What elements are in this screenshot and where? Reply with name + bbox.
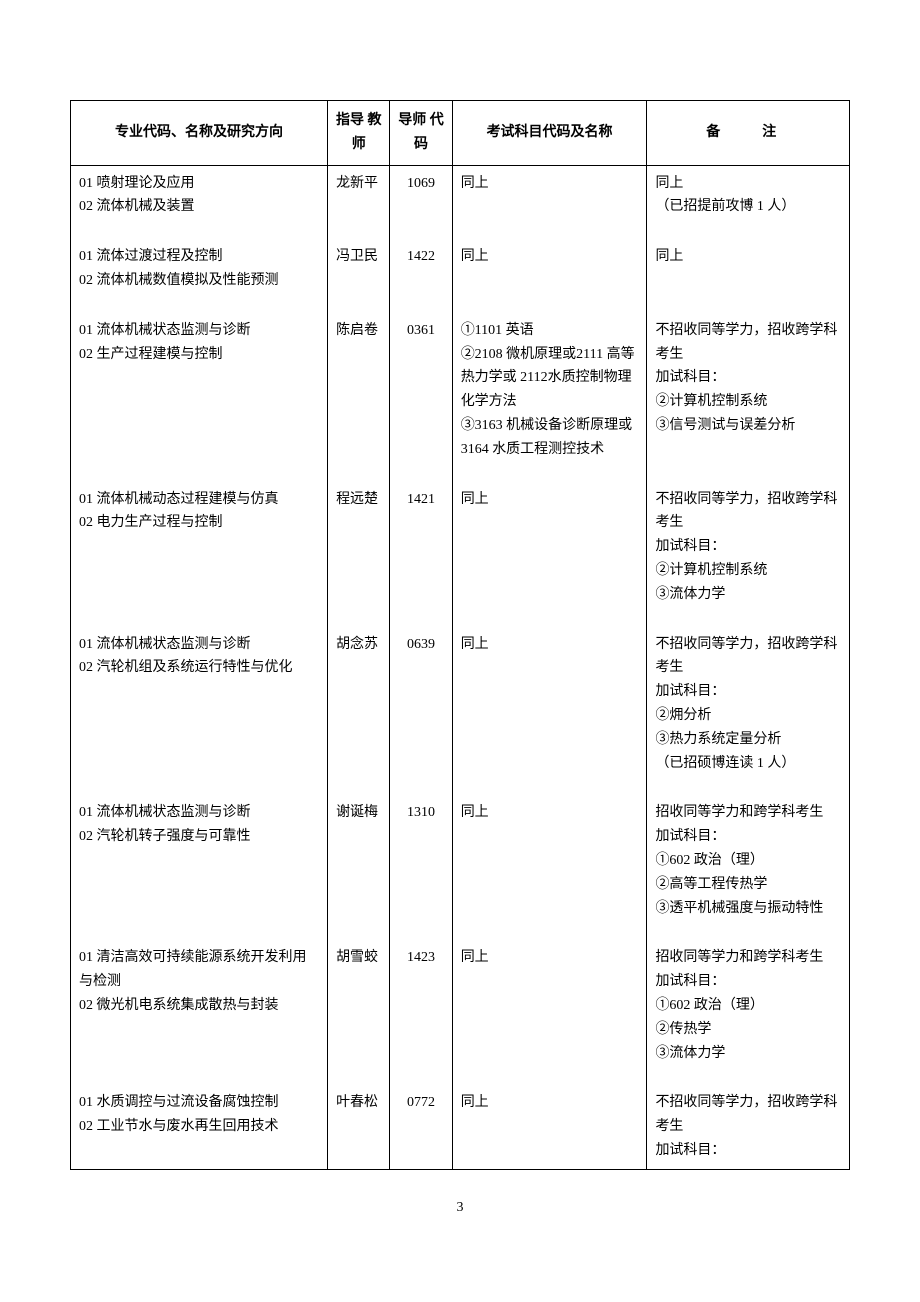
header-teacher: 指导 教师 (328, 101, 390, 166)
cell-major: 01 流体机械状态监测与诊断 02 生产过程建模与控制 (71, 299, 328, 468)
cell-teacher: 冯卫民 (328, 225, 390, 299)
table-row: 01 流体机械动态过程建模与仿真 02 电力生产过程与控制程远楚1421同上不招… (71, 468, 850, 613)
cell-exam: 同上 (452, 781, 647, 926)
cell-teacher: 谢诞梅 (328, 781, 390, 926)
cell-teacher: 陈启卷 (328, 299, 390, 468)
cell-code: 1421 (390, 468, 452, 613)
cell-note: 不招收同等学力，招收跨学科考生 加试科目： ②计算机控制系统 ③信号测试与误差分… (647, 299, 850, 468)
cell-exam: 同上 (452, 468, 647, 613)
table-row: 01 流体机械状态监测与诊断 02 生产过程建模与控制陈启卷0361①1101 … (71, 299, 850, 468)
header-code: 导师 代码 (390, 101, 452, 166)
cell-exam: 同上 (452, 1071, 647, 1169)
cell-exam: 同上 (452, 926, 647, 1071)
cell-code: 1422 (390, 225, 452, 299)
cell-note: 不招收同等学力，招收跨学科考生 加试科目： (647, 1071, 850, 1169)
cell-teacher: 龙新平 (328, 165, 390, 225)
cell-note: 同上 （已招提前攻博 1 人） (647, 165, 850, 225)
page-number: 3 (70, 1200, 850, 1216)
cell-major: 01 流体机械动态过程建模与仿真 02 电力生产过程与控制 (71, 468, 328, 613)
cell-teacher: 胡念苏 (328, 613, 390, 782)
cell-major: 01 流体过渡过程及控制 02 流体机械数值模拟及性能预测 (71, 225, 328, 299)
cell-teacher: 程远楚 (328, 468, 390, 613)
cell-major: 01 流体机械状态监测与诊断 02 汽轮机组及系统运行特性与优化 (71, 613, 328, 782)
header-major: 专业代码、名称及研究方向 (71, 101, 328, 166)
table-row: 01 喷射理论及应用 02 流体机械及装置龙新平1069同上同上 （已招提前攻博… (71, 165, 850, 225)
cell-major: 01 水质调控与过流设备腐蚀控制 02 工业节水与废水再生回用技术 (71, 1071, 328, 1169)
header-note: 备 注 (647, 101, 850, 166)
cell-note: 同上 (647, 225, 850, 299)
cell-major: 01 流体机械状态监测与诊断 02 汽轮机转子强度与可靠性 (71, 781, 328, 926)
table-row: 01 流体机械状态监测与诊断 02 汽轮机转子强度与可靠性谢诞梅1310同上招收… (71, 781, 850, 926)
cell-major: 01 喷射理论及应用 02 流体机械及装置 (71, 165, 328, 225)
cell-code: 0361 (390, 299, 452, 468)
table-row: 01 流体过渡过程及控制 02 流体机械数值模拟及性能预测冯卫民1422同上同上 (71, 225, 850, 299)
header-exam: 考试科目代码及名称 (452, 101, 647, 166)
cell-note: 招收同等学力和跨学科考生 加试科目： ①602 政治（理） ②传热学 ③流体力学 (647, 926, 850, 1071)
curriculum-table: 专业代码、名称及研究方向 指导 教师 导师 代码 考试科目代码及名称 备 注 0… (70, 100, 850, 1170)
cell-code: 1069 (390, 165, 452, 225)
cell-note: 招收同等学力和跨学科考生 加试科目： ①602 政治（理） ②高等工程传热学 ③… (647, 781, 850, 926)
cell-teacher: 叶春松 (328, 1071, 390, 1169)
cell-code: 1423 (390, 926, 452, 1071)
table-body: 01 喷射理论及应用 02 流体机械及装置龙新平1069同上同上 （已招提前攻博… (71, 165, 850, 1169)
cell-code: 0639 (390, 613, 452, 782)
cell-code: 1310 (390, 781, 452, 926)
table-row: 01 流体机械状态监测与诊断 02 汽轮机组及系统运行特性与优化胡念苏0639同… (71, 613, 850, 782)
table-header-row: 专业代码、名称及研究方向 指导 教师 导师 代码 考试科目代码及名称 备 注 (71, 101, 850, 166)
table-row: 01 清洁高效可持续能源系统开发利用与检测 02 微光机电系统集成散热与封装胡雪… (71, 926, 850, 1071)
cell-exam: 同上 (452, 225, 647, 299)
cell-note: 不招收同等学力，招收跨学科考生 加试科目： ②㶲分析 ③热力系统定量分析 （已招… (647, 613, 850, 782)
cell-exam: 同上 (452, 613, 647, 782)
cell-exam: ①1101 英语 ②2108 微机原理或2111 高等热力学或 2112水质控制… (452, 299, 647, 468)
cell-major: 01 清洁高效可持续能源系统开发利用与检测 02 微光机电系统集成散热与封装 (71, 926, 328, 1071)
table-row: 01 水质调控与过流设备腐蚀控制 02 工业节水与废水再生回用技术叶春松0772… (71, 1071, 850, 1169)
cell-exam: 同上 (452, 165, 647, 225)
cell-teacher: 胡雪蛟 (328, 926, 390, 1071)
cell-note: 不招收同等学力，招收跨学科考生 加试科目： ②计算机控制系统 ③流体力学 (647, 468, 850, 613)
cell-code: 0772 (390, 1071, 452, 1169)
